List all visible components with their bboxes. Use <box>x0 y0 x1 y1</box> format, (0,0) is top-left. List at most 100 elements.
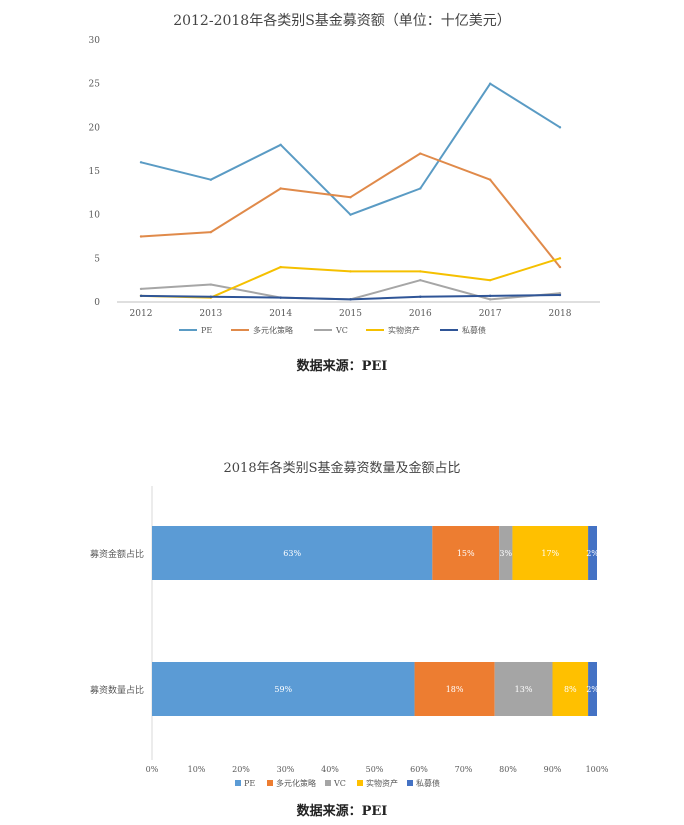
data-point <box>139 161 143 164</box>
legend-label: VC <box>335 326 348 335</box>
x-tick-label: 0% <box>146 765 159 774</box>
x-tick-label: 40% <box>321 765 339 774</box>
bar-chart-source: 数据来源：PEI <box>296 804 388 819</box>
data-point <box>209 178 213 181</box>
data-point <box>349 213 352 216</box>
line-chart-title: 2012-2018年各类别S基金募资额（单位：十亿美元） <box>173 13 511 29</box>
bar-segment <box>152 662 415 716</box>
data-point <box>349 196 352 199</box>
data-label: 15% <box>457 549 475 558</box>
data-label: 17% <box>541 549 559 558</box>
legend-item: VC <box>325 779 346 788</box>
x-tick-label: 10% <box>188 765 206 774</box>
line-chart: 0 5 10 15 20 25 30 2012 2013 2014 2015 2016 2017 2018… <box>89 36 600 335</box>
data-point <box>488 278 492 282</box>
legend-label: 私募债 <box>416 778 440 788</box>
x-tick-label: 2012 <box>130 309 153 319</box>
y-tick-label: 25 <box>89 80 101 90</box>
data-label: 63% <box>283 549 301 558</box>
legend-item: 实物资产 <box>366 325 420 335</box>
series-实物资产 <box>139 257 562 299</box>
legend-label: 实物资产 <box>388 325 420 335</box>
legend-label: 私募债 <box>462 325 486 335</box>
y-tick-label: 30 <box>89 36 101 46</box>
data-point <box>419 187 422 190</box>
series-line <box>140 257 561 299</box>
data-point <box>349 298 352 301</box>
data-point <box>558 126 562 129</box>
bar-segment <box>152 526 433 580</box>
data-point <box>139 235 143 238</box>
legend-label: 多元化策略 <box>276 778 316 788</box>
data-point <box>349 270 352 273</box>
series-line <box>140 82 561 216</box>
data-point <box>209 230 213 234</box>
data-point <box>558 257 562 260</box>
data-point <box>139 287 143 291</box>
x-tick-label: 2018 <box>549 309 572 319</box>
bar-segment <box>512 526 589 580</box>
data-point <box>279 187 282 190</box>
data-point <box>209 283 213 286</box>
legend-item: 多元化策略 <box>267 778 316 788</box>
x-tick-label: 90% <box>544 765 562 774</box>
y-tick-label: 20 <box>89 123 101 133</box>
bar-segment <box>432 526 500 580</box>
bar-chart: 募资金额占比 63% 15% 3% 17% 2% 募资数量占比 59% 18% 13% 8% 2% 0%… <box>90 486 609 788</box>
bar-segment <box>588 526 597 580</box>
legend-item: 多元化策略 <box>231 325 293 335</box>
data-label: 2% <box>586 549 599 558</box>
data-label: 8% <box>564 685 577 694</box>
x-tick-label: 100% <box>586 765 609 774</box>
x-tick-label: 2017 <box>479 309 502 319</box>
bar-segment <box>499 526 513 580</box>
data-label: 3% <box>499 549 512 558</box>
data-point <box>488 82 492 85</box>
legend-item: 私募债 <box>407 778 440 788</box>
line-chart-source: 数据来源：PEI <box>296 359 388 374</box>
bar-chart-title: 2018年各类别S基金募资数量及金额占比 <box>223 461 461 476</box>
data-point <box>558 265 562 269</box>
data-point <box>419 152 422 155</box>
legend-label: 多元化策略 <box>253 325 293 335</box>
legend-swatch <box>325 780 331 786</box>
bar-segment <box>588 662 597 716</box>
data-point <box>558 293 562 297</box>
legend-swatch <box>267 780 273 786</box>
bar-segment <box>552 662 589 716</box>
legend-item: VC <box>314 326 348 335</box>
data-point <box>279 265 282 269</box>
x-tick-label: 60% <box>410 765 428 774</box>
x-tick-label: 2014 <box>269 309 292 319</box>
series-私募债 <box>139 293 562 301</box>
data-point <box>488 294 492 298</box>
x-tick-label: 80% <box>499 765 517 774</box>
series-PE <box>139 82 562 216</box>
data-point <box>279 143 282 146</box>
data-point <box>558 292 562 295</box>
legend-item: 实物资产 <box>357 778 398 788</box>
x-tick-label: 30% <box>277 765 295 774</box>
data-point <box>419 278 422 282</box>
legend-item: 私募债 <box>440 325 486 335</box>
legend-label: PE <box>201 326 212 335</box>
legend-label: VC <box>333 779 346 788</box>
category-label: 募资数量占比 <box>90 684 144 696</box>
legend-swatch <box>235 780 241 786</box>
y-tick-label: 0 <box>94 298 100 308</box>
x-tick-label: 2015 <box>339 309 362 319</box>
legend-item: PE <box>179 326 212 335</box>
bar-segment <box>494 662 553 716</box>
category-label: 募资金额占比 <box>90 548 144 560</box>
bar-segment <box>414 662 495 716</box>
legend-swatch <box>357 780 363 786</box>
data-point <box>419 270 422 273</box>
data-point <box>139 294 143 298</box>
data-point <box>419 295 422 298</box>
data-point <box>279 296 282 299</box>
data-label: 2% <box>586 685 599 694</box>
y-tick-label: 15 <box>89 167 101 177</box>
legend-label: PE <box>244 779 255 788</box>
x-tick-label: 70% <box>455 765 473 774</box>
x-tick-label: 20% <box>232 765 250 774</box>
